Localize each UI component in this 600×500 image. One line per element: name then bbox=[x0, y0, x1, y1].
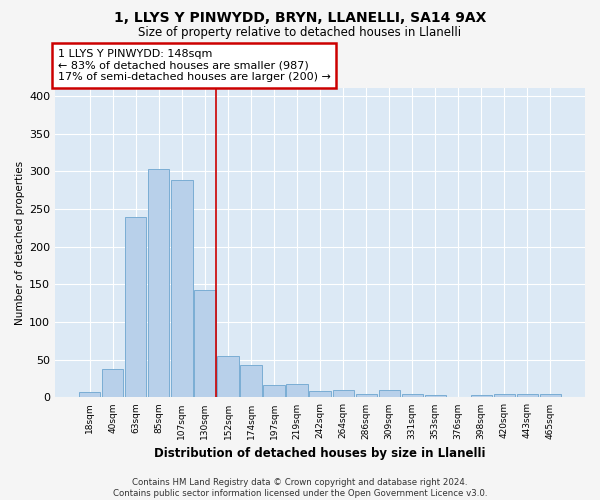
Bar bbox=[494, 394, 515, 398]
Text: Contains HM Land Registry data © Crown copyright and database right 2024.
Contai: Contains HM Land Registry data © Crown c… bbox=[113, 478, 487, 498]
Bar bbox=[79, 392, 100, 398]
Bar bbox=[425, 395, 446, 398]
Bar bbox=[125, 216, 146, 398]
Bar bbox=[286, 384, 308, 398]
Bar bbox=[470, 395, 492, 398]
Bar bbox=[517, 394, 538, 398]
Bar bbox=[379, 390, 400, 398]
Bar bbox=[241, 365, 262, 398]
Bar bbox=[102, 369, 124, 398]
Bar bbox=[194, 290, 215, 398]
Text: 1, LLYS Y PINWYDD, BRYN, LLANELLI, SA14 9AX: 1, LLYS Y PINWYDD, BRYN, LLANELLI, SA14 … bbox=[114, 11, 486, 25]
Bar bbox=[217, 356, 239, 398]
Bar bbox=[401, 394, 423, 398]
Bar bbox=[148, 169, 169, 398]
Bar bbox=[172, 180, 193, 398]
X-axis label: Distribution of detached houses by size in Llanelli: Distribution of detached houses by size … bbox=[154, 447, 486, 460]
Bar bbox=[332, 390, 353, 398]
Text: Size of property relative to detached houses in Llanelli: Size of property relative to detached ho… bbox=[139, 26, 461, 39]
Y-axis label: Number of detached properties: Number of detached properties bbox=[15, 161, 25, 325]
Bar bbox=[356, 394, 377, 398]
Text: 1 LLYS Y PINWYDD: 148sqm
← 83% of detached houses are smaller (987)
17% of semi-: 1 LLYS Y PINWYDD: 148sqm ← 83% of detach… bbox=[58, 49, 331, 82]
Bar bbox=[310, 390, 331, 398]
Bar bbox=[263, 384, 284, 398]
Bar bbox=[540, 394, 561, 398]
